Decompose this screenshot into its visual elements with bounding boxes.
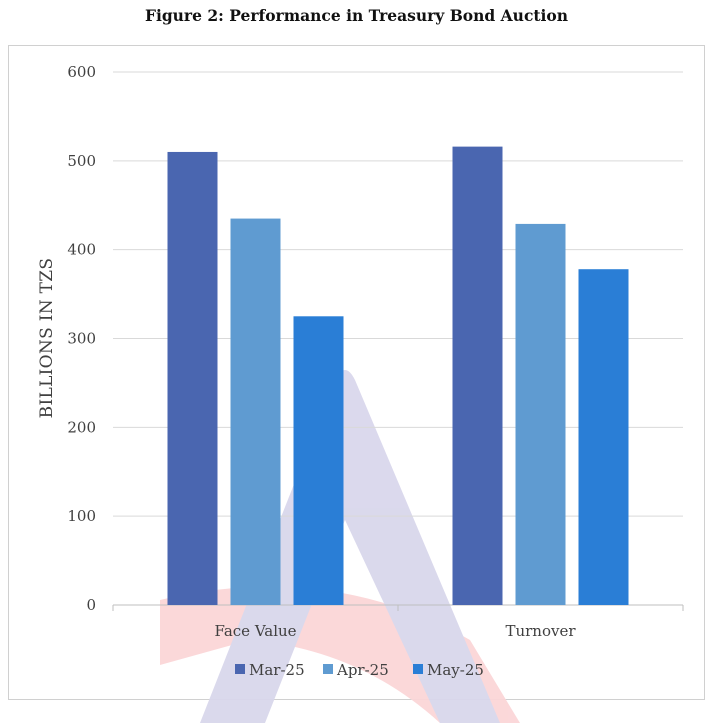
category-label: Face Value — [214, 622, 296, 640]
y-tick-label: 200 — [67, 418, 96, 436]
y-axis-label: BILLIONS IN TZS — [37, 258, 57, 419]
legend-label: Mar-25 — [249, 661, 305, 679]
bar-mar-25-turnover — [452, 146, 503, 605]
y-tick-label: 400 — [67, 241, 96, 259]
y-tick-label: 600 — [67, 63, 96, 81]
category-label: Turnover — [505, 622, 576, 640]
y-tick-label: 100 — [67, 507, 96, 525]
y-tick-label: 0 — [86, 596, 96, 614]
y-tick-label: 500 — [67, 152, 96, 170]
watermark-logo — [160, 370, 520, 723]
figure-title: Figure 2: Performance in Treasury Bond A… — [144, 6, 569, 25]
bar-may-25-face-value — [293, 316, 344, 605]
bar-mar-25-face-value — [167, 151, 218, 605]
legend-label: May-25 — [427, 661, 484, 679]
bar-apr-25-face-value — [230, 218, 281, 605]
category-labels: Face Value Turnover — [214, 622, 576, 640]
bar-apr-25-turnover — [515, 223, 566, 605]
bars — [167, 146, 629, 605]
bar-may-25-turnover — [578, 269, 629, 605]
legend-swatch — [323, 664, 333, 674]
y-tick-labels: 0 100 200 300 400 500 600 — [67, 63, 96, 614]
legend-swatch — [413, 664, 423, 674]
chart-frame — [8, 45, 705, 700]
y-tick-label: 300 — [67, 330, 96, 348]
legend: Mar-25 Apr-25 May-25 — [235, 661, 484, 679]
legend-swatch — [235, 664, 245, 674]
legend-label: Apr-25 — [336, 661, 389, 679]
